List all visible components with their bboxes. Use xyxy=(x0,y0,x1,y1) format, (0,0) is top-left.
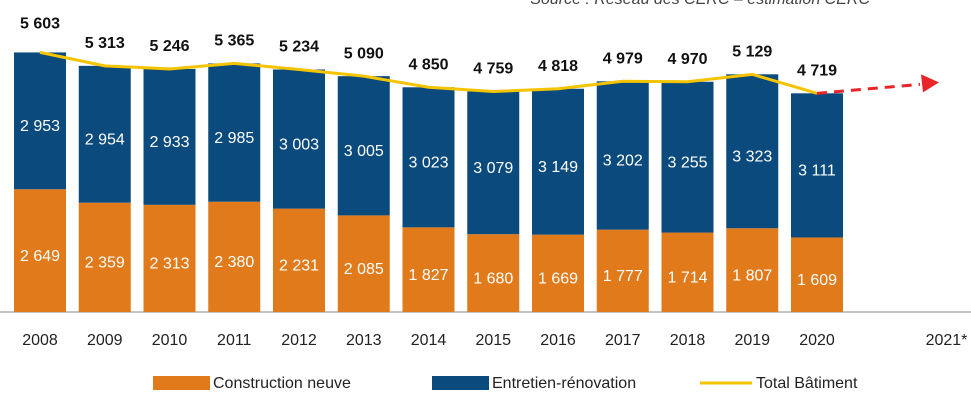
x-tick-label: 2020 xyxy=(799,332,835,349)
x-tick-label: 2017 xyxy=(605,332,641,349)
x-tick-label: 2015 xyxy=(475,332,511,349)
bar-segment xyxy=(791,93,843,238)
value-label: 3 255 xyxy=(667,154,707,171)
legend-label: Entretien-rénovation xyxy=(492,375,636,392)
value-label: 1 680 xyxy=(473,270,513,287)
x-tick-label: 2013 xyxy=(346,332,382,349)
bar-segment xyxy=(337,76,390,216)
bar-segment xyxy=(532,88,584,235)
value-label: 3 079 xyxy=(473,160,513,177)
value-label: 2 953 xyxy=(20,118,60,135)
bar-segment xyxy=(661,232,714,312)
bar-segment xyxy=(467,91,520,235)
value-label: 3 023 xyxy=(408,155,448,172)
x-tick-label: 2019 xyxy=(734,332,770,349)
total-label: 5 603 xyxy=(20,16,60,33)
total-label: 4 818 xyxy=(538,58,578,75)
total-label: 4 979 xyxy=(603,51,643,68)
x-tick-label: 2021* xyxy=(926,332,968,349)
bar-segment xyxy=(402,87,455,228)
bar-segment xyxy=(14,189,66,312)
value-label: 1 669 xyxy=(538,271,578,288)
value-label: 1 827 xyxy=(408,267,448,284)
value-label: 3 323 xyxy=(732,149,772,166)
value-label: 1 807 xyxy=(732,267,772,284)
value-label: 3 005 xyxy=(344,143,384,160)
bar-segment xyxy=(791,237,843,312)
bar-segment xyxy=(14,52,66,190)
bar-segment xyxy=(78,65,131,203)
bar-segment xyxy=(467,234,520,312)
bar-segment xyxy=(273,208,325,312)
bar-segment xyxy=(208,201,261,312)
x-tick-label: 2008 xyxy=(22,332,58,349)
legend-label: Total Bâtiment xyxy=(756,375,858,392)
bar-segment xyxy=(143,68,196,205)
value-label: 1 777 xyxy=(603,268,643,285)
x-tick-label: 2009 xyxy=(87,332,123,349)
x-tick-label: 2014 xyxy=(411,332,447,349)
bar-segment xyxy=(208,63,261,202)
value-label: 2 954 xyxy=(85,131,125,148)
total-label: 5 090 xyxy=(344,45,384,62)
value-label: 1 714 xyxy=(667,270,707,287)
bar-segment xyxy=(273,69,325,209)
value-label: 3 003 xyxy=(279,136,319,153)
x-tick-label: 2011 xyxy=(217,332,252,349)
value-label: 2 085 xyxy=(344,261,384,278)
projection-arrowhead xyxy=(921,74,939,93)
x-tick-label: 2012 xyxy=(281,332,317,349)
bar-segment xyxy=(402,227,455,312)
total-label: 5 129 xyxy=(732,44,772,61)
value-label: 2 231 xyxy=(279,258,319,275)
total-label: 4 759 xyxy=(473,61,513,78)
total-label: 4 719 xyxy=(797,63,837,80)
x-tick-label: 2018 xyxy=(670,332,706,349)
total-label: 5 246 xyxy=(149,38,189,55)
legend-swatch xyxy=(432,376,489,390)
source: Source : Réseau des CERC – estimation CE… xyxy=(530,0,870,8)
total-label: 5 365 xyxy=(214,33,254,50)
value-label: 3 149 xyxy=(538,159,578,176)
value-label: 2 359 xyxy=(85,255,125,272)
bar-segment xyxy=(532,234,584,312)
total-label: 4 850 xyxy=(408,57,448,74)
total-label: 5 234 xyxy=(279,39,319,56)
value-label: 2 649 xyxy=(20,248,60,265)
projection-arrow xyxy=(816,82,921,95)
legend-swatch xyxy=(153,376,210,390)
total-line xyxy=(39,50,818,95)
bar-segment xyxy=(337,215,390,312)
x-tick-label: 2010 xyxy=(152,332,188,349)
bar-segment xyxy=(596,81,649,230)
value-label: 2 313 xyxy=(149,256,189,273)
total-label: 4 970 xyxy=(667,51,707,68)
value-label: 3 111 xyxy=(798,163,836,180)
value-label: 1 609 xyxy=(797,272,837,289)
value-label: 2 933 xyxy=(149,134,189,151)
legend-label: Construction neuve xyxy=(213,375,351,392)
total-label: 5 313 xyxy=(85,35,125,52)
bar-segment xyxy=(143,204,196,312)
bar-segment xyxy=(661,81,714,233)
value-label: 2 985 xyxy=(214,130,254,147)
bar-segment xyxy=(78,202,131,312)
value-label: 2 380 xyxy=(214,254,254,271)
value-label: 3 202 xyxy=(603,153,643,170)
bar-segment xyxy=(726,228,779,312)
bar-segment xyxy=(726,74,779,229)
bar-segment xyxy=(596,229,649,312)
x-tick-label: 2016 xyxy=(540,332,576,349)
